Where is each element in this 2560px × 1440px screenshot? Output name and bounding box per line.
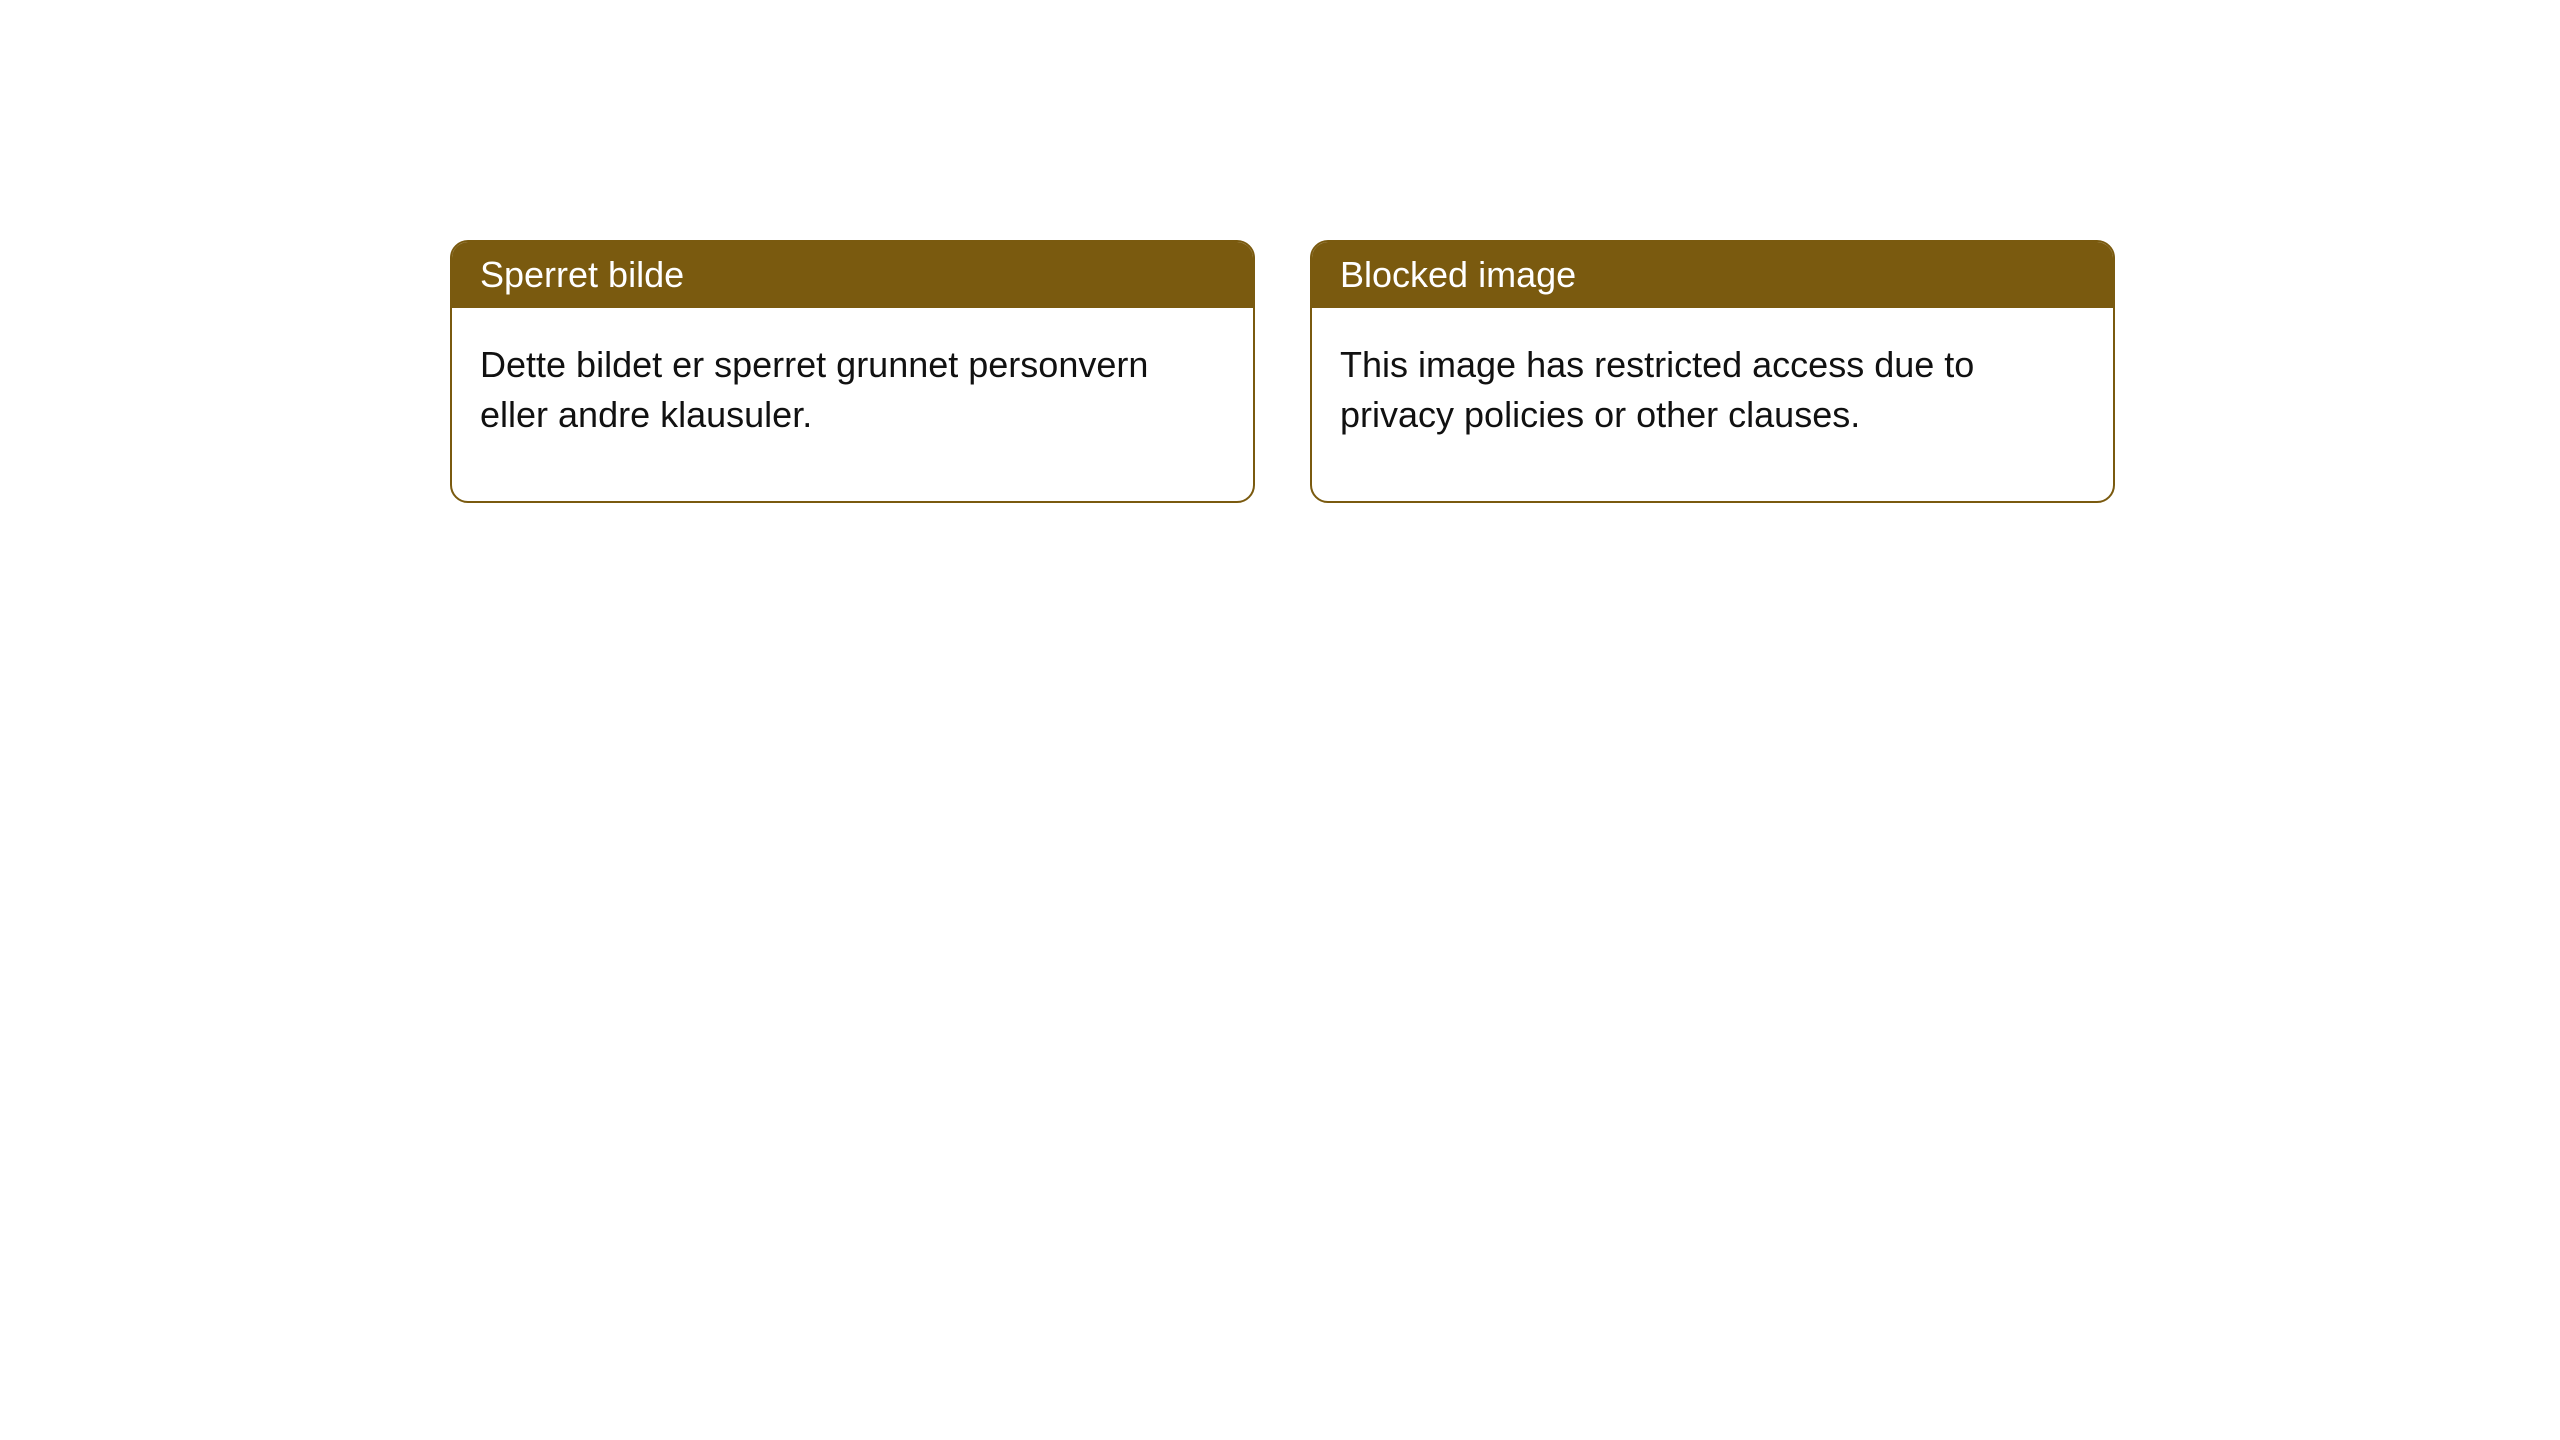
notice-body: Dette bildet er sperret grunnet personve… bbox=[452, 308, 1253, 501]
notice-container: Sperret bilde Dette bildet er sperret gr… bbox=[0, 0, 2560, 503]
notice-header: Blocked image bbox=[1312, 242, 2113, 308]
notice-header: Sperret bilde bbox=[452, 242, 1253, 308]
notice-box-english: Blocked image This image has restricted … bbox=[1310, 240, 2115, 503]
notice-body: This image has restricted access due to … bbox=[1312, 308, 2113, 501]
notice-box-norwegian: Sperret bilde Dette bildet er sperret gr… bbox=[450, 240, 1255, 503]
